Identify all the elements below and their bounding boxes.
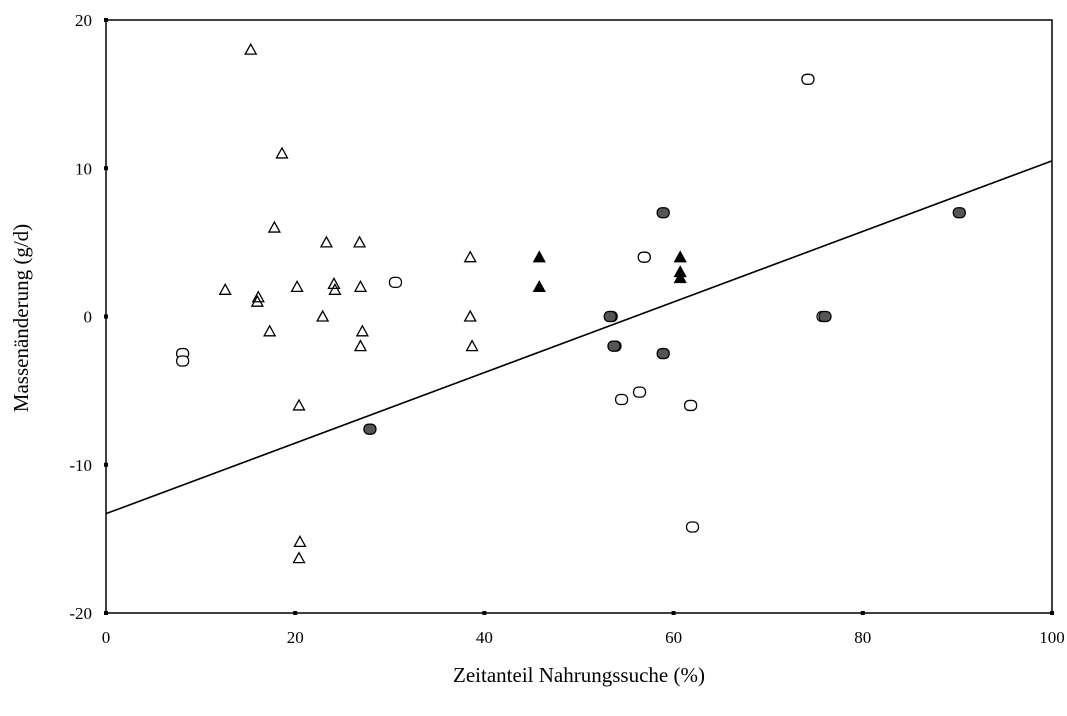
- y-tick-label: 0: [84, 308, 93, 327]
- data-point-open-triangle: [251, 290, 265, 303]
- y-tick-label: 10: [75, 159, 92, 178]
- data-point-open-circle: [175, 355, 190, 367]
- plot-frame: [105, 19, 1053, 614]
- data-point-open-triangle: [218, 282, 232, 295]
- data-point-open-circle: [614, 393, 629, 406]
- data-point-open-triangle: [328, 282, 342, 295]
- data-point-open-triangle: [355, 324, 369, 337]
- x-tick-label: 20: [287, 628, 304, 647]
- data-point-open-triangle: [353, 339, 368, 352]
- x-tick-mark: [482, 611, 487, 615]
- y-tick-mark: [104, 166, 108, 171]
- x-tick-label: 40: [476, 628, 493, 647]
- x-tick-mark: [860, 611, 865, 615]
- data-point-open-triangle: [250, 294, 264, 307]
- y-tick-label: -20: [69, 604, 92, 623]
- y-tick-mark: [104, 611, 108, 615]
- data-point-filled-circle: [363, 423, 377, 435]
- data-point-open-triangle: [244, 42, 258, 55]
- data-point-open-triangle: [352, 235, 367, 248]
- data-point-filled-triangle: [673, 271, 687, 284]
- data-point-open-triangle: [293, 534, 307, 547]
- data-point-open-circle: [388, 276, 403, 289]
- data-point-filled-triangle: [673, 250, 687, 263]
- y-tick-mark: [104, 462, 108, 467]
- data-point-open-triangle: [292, 551, 306, 564]
- regression-line-group: [105, 160, 1053, 515]
- y-tick-mark: [104, 18, 108, 22]
- data-point-open-triangle: [319, 235, 334, 248]
- data-point-open-triangle: [316, 309, 330, 322]
- data-point-filled-triangle: [532, 250, 546, 263]
- data-point-open-triangle: [275, 146, 289, 159]
- data-point-open-triangle: [327, 277, 341, 290]
- regression-line: [105, 160, 1053, 515]
- data-points: [175, 42, 966, 564]
- y-tick-label: -10: [69, 456, 92, 475]
- data-point-filled-circle: [952, 207, 966, 219]
- x-tick-label: 80: [854, 628, 871, 647]
- data-point-open-triangle: [292, 398, 306, 411]
- data-point-filled-circle: [656, 347, 670, 360]
- data-point-open-triangle: [290, 280, 304, 292]
- y-axis-title: Massenänderung (g/d): [9, 224, 33, 412]
- data-point-filled-circle: [818, 310, 832, 323]
- data-point-open-circle: [683, 399, 698, 412]
- data-point-open-triangle: [463, 250, 477, 263]
- y-tick-label: 20: [75, 11, 92, 30]
- data-point-open-circle: [801, 73, 815, 85]
- x-tick-label: 60: [665, 628, 682, 647]
- axes: 0 20 40 60 80 100 -20 -10 0 10 20: [69, 11, 1064, 647]
- x-tick-label: 0: [102, 628, 111, 647]
- data-point-open-triangle: [267, 220, 281, 233]
- y-tick-mark: [104, 314, 108, 319]
- data-point-open-circle: [632, 386, 647, 398]
- x-tick-mark: [293, 611, 298, 615]
- data-point-filled-circle: [603, 310, 617, 323]
- data-point-filled-circle: [607, 340, 621, 352]
- data-point-open-triangle: [465, 339, 479, 352]
- x-tick-mark: [1050, 611, 1054, 615]
- x-axis-title: Zeitanteil Nahrungssuche (%): [453, 663, 705, 687]
- data-point-open-triangle: [263, 324, 277, 337]
- data-point-open-triangle: [353, 280, 368, 292]
- data-point-filled-triangle: [532, 280, 546, 292]
- data-point-open-triangle: [463, 309, 477, 322]
- data-point-open-circle: [637, 251, 651, 263]
- data-point-open-circle: [685, 521, 700, 533]
- data-point-filled-circle: [656, 207, 670, 219]
- x-tick-mark: [671, 611, 676, 615]
- x-tick-label: 100: [1039, 628, 1065, 647]
